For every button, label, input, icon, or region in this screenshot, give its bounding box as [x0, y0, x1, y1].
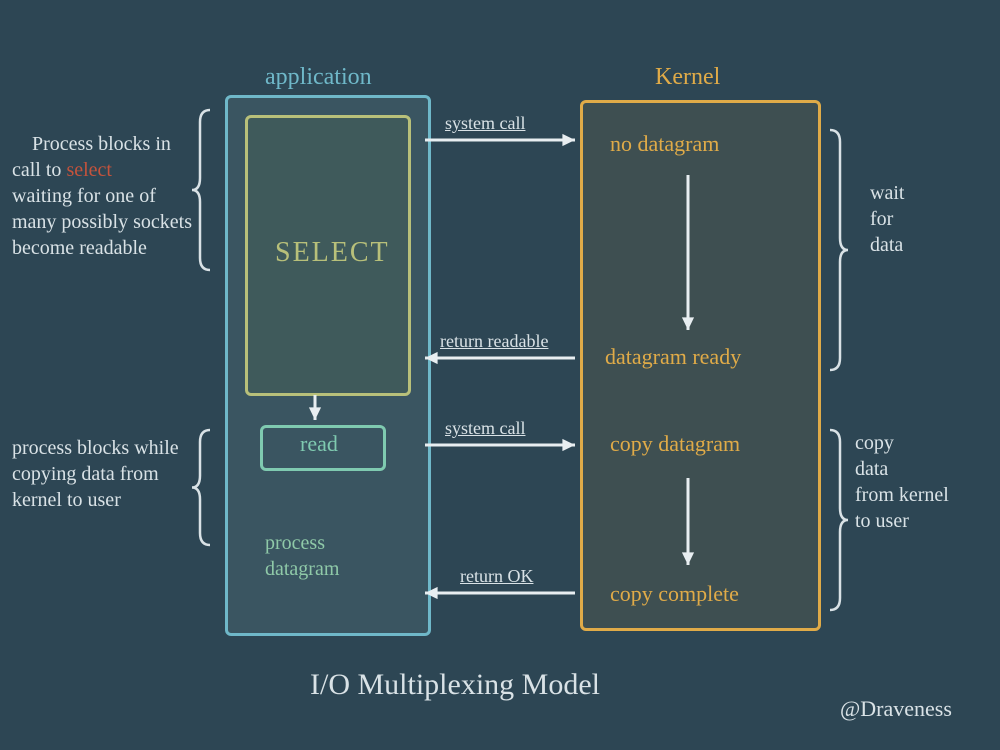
kernel-state-datagram-ready: datagram ready	[605, 343, 741, 372]
signature: @Draveness	[840, 695, 952, 724]
kernel-state-copy-datagram: copy datagram	[610, 430, 740, 459]
note-left-bottom: process blocks while copying data from k…	[12, 435, 212, 513]
note-right-top: wait for data	[870, 180, 904, 258]
select-label: SELECT	[275, 235, 390, 271]
note-left-top-highlight: select	[66, 159, 112, 181]
arrow-label-syscall-2: system call	[445, 417, 525, 440]
note-right-bottom: copy data from kernel to user	[855, 430, 949, 534]
arrow-label-return-readable: return readable	[440, 330, 548, 353]
note-left-top-post: waiting for one of many possibly sockets…	[12, 185, 192, 259]
note-left-top: Process blocks in call to select waiting…	[12, 105, 212, 287]
application-header: application	[265, 62, 372, 93]
note-process-datagram: process datagram	[265, 530, 339, 582]
kernel-header: Kernel	[655, 62, 720, 93]
diagram-title: I/O Multiplexing Model	[310, 665, 600, 704]
arrow-label-return-ok: return OK	[460, 565, 533, 588]
kernel-state-no-datagram: no datagram	[610, 130, 719, 159]
arrow-label-syscall-1: system call	[445, 112, 525, 135]
kernel-state-copy-complete: copy complete	[610, 580, 739, 609]
read-label: read	[300, 430, 338, 459]
diagram-canvas: application Kernel SELECT read Process b…	[0, 0, 1000, 750]
